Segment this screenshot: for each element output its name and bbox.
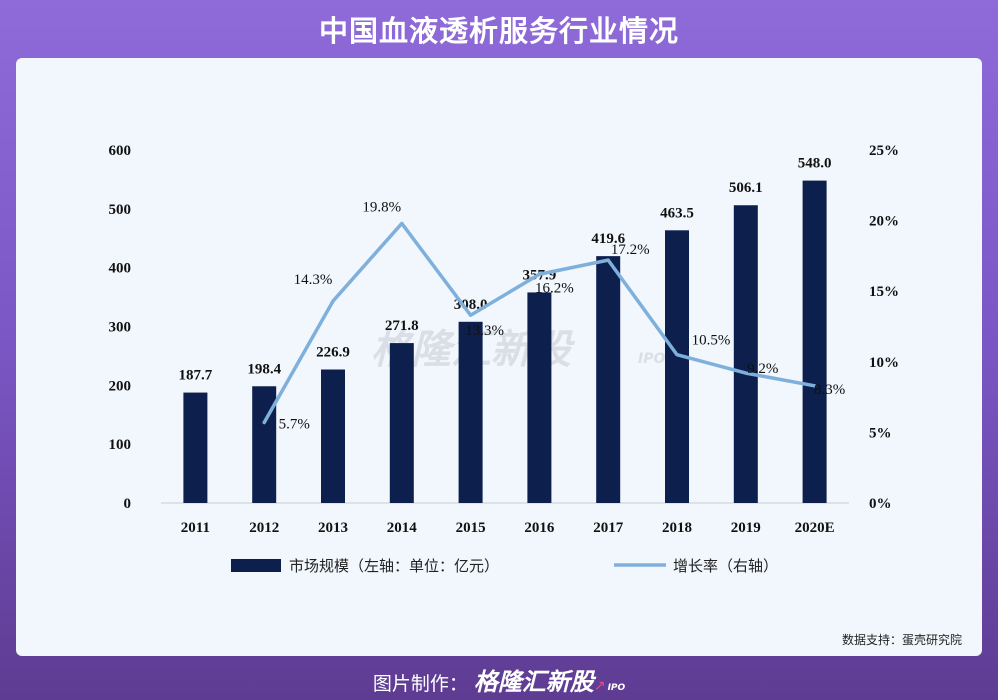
bar — [733, 205, 758, 503]
x-tick-label: 2011 — [181, 520, 210, 536]
growth-rate-label: 13.3% — [465, 323, 504, 339]
bar-value-label: 506.1 — [729, 180, 763, 196]
growth-rate-label: 16.2% — [535, 280, 574, 296]
watermark-ipo: IPO — [638, 351, 665, 367]
y-left-tick-label: 200 — [109, 378, 132, 394]
x-tick-label: 2014 — [387, 520, 418, 536]
chart: 格隆汇新股IPO01002003004005006000%5%10%15%20%… — [109, 143, 900, 575]
bar — [389, 343, 414, 503]
bar-value-label: 187.7 — [179, 368, 213, 384]
growth-rate-label: 8.3% — [814, 382, 845, 398]
x-tick-label: 2016 — [524, 520, 555, 536]
y-left-tick-label: 300 — [109, 320, 132, 336]
bar-value-label: 463.5 — [660, 205, 694, 221]
bar-value-label: 198.4 — [247, 361, 281, 377]
x-tick-label: 2015 — [456, 520, 486, 536]
growth-rate-label: 10.5% — [692, 333, 731, 349]
chart-card: 格隆汇新股IPO01002003004005006000%5%10%15%20%… — [16, 58, 982, 656]
x-tick-label: 2012 — [249, 520, 279, 536]
y-right-tick-label: 10% — [869, 355, 899, 371]
y-right-tick-label: 25% — [869, 143, 899, 159]
bar — [183, 392, 208, 503]
growth-rate-label: 5.7% — [279, 417, 310, 433]
bar — [458, 321, 483, 503]
x-tick-label: 2013 — [318, 520, 348, 536]
footer-ipo: IPO — [607, 683, 626, 693]
growth-rate-label: 17.2% — [611, 242, 650, 258]
y-left-tick-label: 500 — [109, 202, 132, 218]
legend-bar-swatch — [231, 559, 281, 572]
bar-value-label: 419.6 — [591, 231, 625, 247]
bar — [527, 292, 552, 503]
bar-value-label: 548.0 — [798, 156, 832, 172]
y-right-tick-label: 0% — [869, 496, 892, 512]
y-left-tick-label: 0 — [124, 496, 132, 512]
y-right-tick-label: 5% — [869, 425, 892, 441]
x-tick-label: 2018 — [662, 520, 692, 536]
y-right-tick-label: 20% — [869, 214, 899, 230]
y-left-tick-label: 100 — [109, 437, 132, 453]
bar-value-label: 271.8 — [385, 318, 419, 334]
bar — [252, 386, 277, 503]
y-left-tick-label: 600 — [109, 143, 132, 159]
growth-rate-label: 14.3% — [294, 272, 333, 288]
bar — [802, 180, 827, 503]
bar-value-label: 226.9 — [316, 345, 350, 361]
footer-brand-logo: 格隆汇新股 — [473, 668, 594, 696]
legend-line-label: 增长率（右轴） — [673, 557, 778, 575]
footer: 图片制作： 格隆汇新股↗ IPO — [0, 662, 998, 697]
x-tick-label: 2019 — [731, 520, 761, 536]
legend-bar-label: 市场规模（左轴：单位：亿元） — [289, 557, 499, 575]
y-left-tick-label: 400 — [109, 261, 132, 277]
growth-rate-line — [262, 221, 817, 425]
y-right-tick-label: 15% — [869, 284, 899, 300]
bar — [665, 230, 689, 503]
source-note: 数据支持：蛋壳研究院 — [841, 633, 962, 647]
growth-rate-label: 19.8% — [362, 199, 401, 215]
x-tick-label: 2017 — [593, 520, 624, 536]
x-tick-label: 2020E — [795, 520, 835, 536]
trend-arrow-icon: ↗ — [593, 678, 606, 694]
bar — [321, 369, 345, 503]
growth-rate-label: 9.2% — [747, 361, 778, 377]
footer-prefix: 图片制作： — [372, 673, 468, 695]
page-title: 中国血液透析服务行业情况 — [318, 14, 679, 48]
bar — [596, 256, 621, 503]
